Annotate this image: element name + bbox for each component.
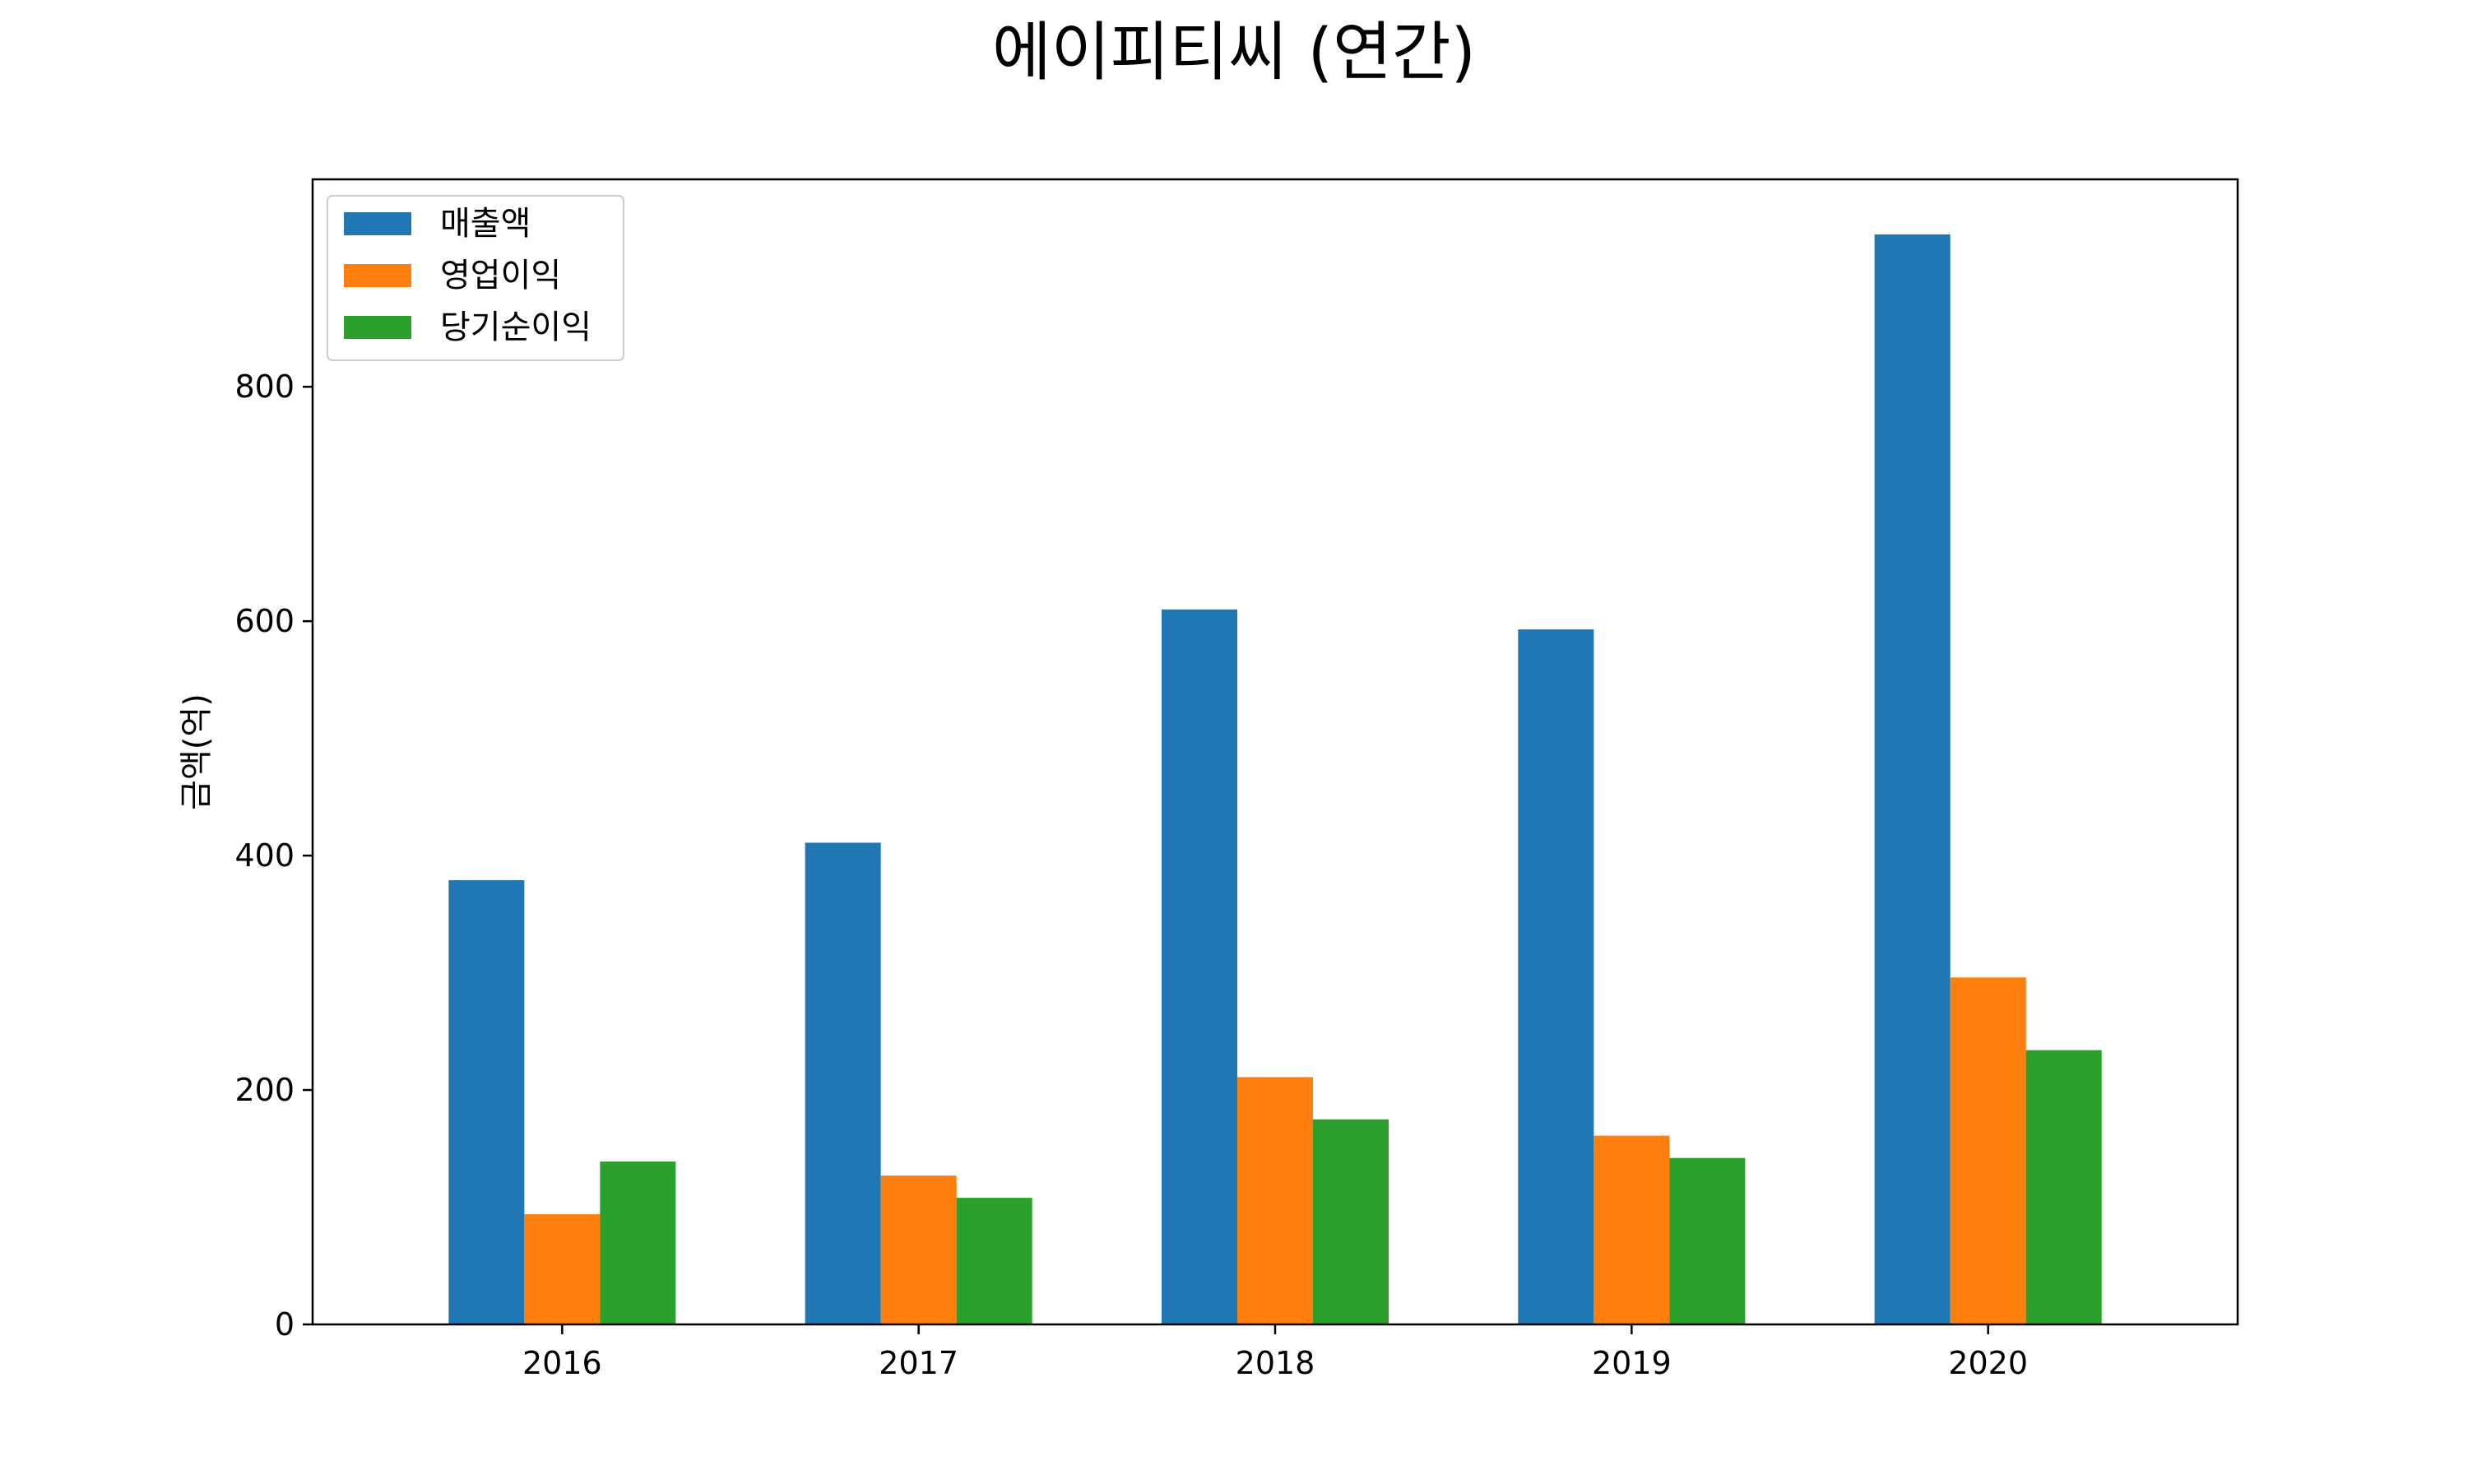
x-tick-label: 2018 bbox=[1236, 1345, 1315, 1381]
legend-swatch-3 bbox=[344, 316, 411, 339]
bar-s2-2017 bbox=[880, 1176, 957, 1324]
legend-label-3: 당기순이익 bbox=[440, 308, 591, 346]
y-tick-label: 200 bbox=[234, 1072, 295, 1108]
plot-frame bbox=[311, 178, 2239, 1326]
x-tick-label: 2017 bbox=[879, 1345, 958, 1381]
bar-s2-2018 bbox=[1237, 1077, 1313, 1324]
legend-label-1: 매출액 bbox=[440, 205, 531, 243]
bar-s1-2020 bbox=[1874, 234, 1951, 1325]
y-axis-label: 금액(억) bbox=[178, 693, 216, 810]
bar-s1-2017 bbox=[805, 842, 881, 1324]
legend-swatch-2 bbox=[344, 264, 411, 287]
bar-s1-2018 bbox=[1162, 609, 1237, 1324]
y-tick-label: 800 bbox=[234, 369, 295, 405]
bar-s1-2016 bbox=[448, 880, 525, 1324]
x-tick-label: 2016 bbox=[522, 1345, 602, 1381]
legend-swatch-1 bbox=[344, 212, 411, 235]
bar-s3-2016 bbox=[600, 1161, 676, 1324]
legend: 매출액 영업이익 당기순이익 bbox=[327, 195, 624, 361]
y-tick-label: 600 bbox=[234, 603, 295, 639]
chart-title: 에이피티씨 (연간) bbox=[992, 16, 1476, 90]
bar-s3-2020 bbox=[2025, 1050, 2102, 1324]
bar-s3-2019 bbox=[1669, 1157, 1746, 1324]
legend-label-2: 영업이익 bbox=[440, 257, 561, 294]
y-tick-label: 400 bbox=[234, 837, 295, 874]
y-tick-label: 0 bbox=[275, 1306, 295, 1343]
x-tick-label: 2020 bbox=[1948, 1345, 2028, 1381]
bar-s1-2019 bbox=[1518, 629, 1594, 1324]
bar-s2-2020 bbox=[1950, 977, 2026, 1324]
x-tick-label: 2019 bbox=[1592, 1345, 1672, 1381]
bars-layer bbox=[448, 234, 2102, 1325]
bar-s3-2017 bbox=[956, 1198, 1032, 1324]
bar-s2-2016 bbox=[524, 1214, 601, 1324]
ticks-layer: 2016 2017 2018 2019 2020 0 200 400 600 800 bbox=[234, 369, 2028, 1381]
legend-entry-3: 당기순이익 bbox=[344, 308, 591, 346]
legend-entry-1: 매출액 bbox=[344, 205, 531, 243]
bar-s2-2019 bbox=[1594, 1135, 1670, 1324]
bar-s3-2018 bbox=[1313, 1119, 1389, 1324]
legend-entry-2: 영업이익 bbox=[344, 257, 561, 294]
